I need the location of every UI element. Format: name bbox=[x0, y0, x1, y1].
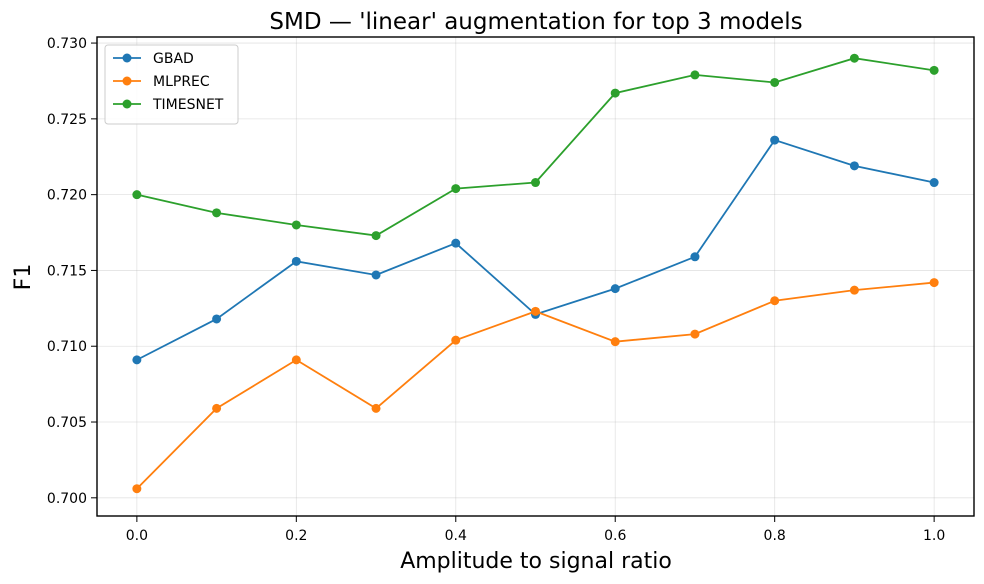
data-point-gbad bbox=[212, 314, 222, 324]
x-tick-label: 1.0 bbox=[923, 528, 945, 544]
data-point-mlprec bbox=[929, 278, 939, 288]
x-axis-label: Amplitude to signal ratio bbox=[400, 549, 672, 574]
data-point-gbad bbox=[610, 284, 620, 294]
data-point-mlprec bbox=[371, 403, 381, 413]
x-tick-label: 0.8 bbox=[764, 528, 786, 544]
data-point-mlprec bbox=[849, 285, 859, 295]
legend-marker-timesnet bbox=[122, 99, 132, 109]
y-tick-label: 0.705 bbox=[47, 415, 87, 431]
y-tick-label: 0.715 bbox=[47, 263, 87, 279]
series-line-gbad bbox=[136, 139, 935, 361]
y-tick-label: 0.720 bbox=[47, 188, 87, 204]
legend-label-mlprec: MLPREC bbox=[153, 74, 210, 90]
data-point-gbad bbox=[929, 178, 939, 188]
data-point-timesnet bbox=[531, 178, 540, 188]
y-tick-label: 0.725 bbox=[47, 112, 87, 128]
x-tick-label: 0.6 bbox=[604, 528, 626, 544]
data-point-timesnet bbox=[371, 231, 381, 241]
data-point-timesnet bbox=[291, 220, 301, 230]
grid bbox=[97, 37, 974, 516]
data-point-mlprec bbox=[212, 403, 222, 413]
data-point-gbad bbox=[770, 135, 780, 145]
data-point-gbad bbox=[451, 238, 461, 248]
y-tick-label: 0.710 bbox=[47, 339, 87, 355]
legend-label-gbad: GBAD bbox=[153, 51, 194, 67]
x-tick-label: 0.2 bbox=[285, 528, 307, 544]
data-point-mlprec bbox=[610, 337, 620, 347]
legend-label-timesnet: TIMESNET bbox=[152, 97, 224, 113]
data-point-mlprec bbox=[291, 355, 301, 365]
data-point-timesnet bbox=[690, 70, 700, 80]
data-point-timesnet bbox=[770, 77, 780, 87]
data-point-gbad bbox=[291, 256, 301, 266]
data-point-mlprec bbox=[770, 296, 780, 306]
data-point-mlprec bbox=[451, 335, 461, 345]
data-point-gbad bbox=[690, 252, 700, 262]
y-axis-label: F1 bbox=[11, 264, 36, 291]
series-line-timesnet bbox=[136, 57, 935, 237]
data-point-gbad bbox=[371, 270, 381, 280]
legend-marker-mlprec bbox=[122, 76, 132, 86]
x-tick-label: 0.4 bbox=[445, 528, 467, 544]
x-tick-label: 0.0 bbox=[126, 528, 148, 544]
data-point-timesnet bbox=[610, 88, 620, 98]
axis-ticks: 0.0 0.2 0.4 0.6 0.8 1.0 0.700 0.705 0.710 0.715 0.… bbox=[47, 36, 945, 544]
y-tick-label: 0.730 bbox=[47, 36, 87, 52]
series-lines bbox=[132, 53, 939, 494]
data-point-gbad bbox=[132, 355, 142, 365]
data-point-timesnet bbox=[849, 53, 859, 63]
legend-marker-gbad bbox=[122, 53, 132, 63]
data-point-gbad bbox=[849, 161, 859, 171]
chart-title: SMD — 'linear' augmentation for top 3 mo… bbox=[269, 9, 802, 35]
data-point-mlprec bbox=[132, 484, 142, 494]
data-point-timesnet bbox=[451, 184, 461, 194]
data-point-timesnet bbox=[929, 65, 939, 75]
data-point-timesnet bbox=[212, 208, 222, 218]
data-point-mlprec bbox=[531, 306, 540, 316]
legend: GBAD MLPREC TIMESNET bbox=[104, 44, 239, 125]
data-point-timesnet bbox=[132, 190, 142, 200]
y-tick-label: 0.700 bbox=[47, 491, 87, 507]
data-point-mlprec bbox=[690, 329, 700, 339]
plot-frame bbox=[96, 36, 975, 517]
